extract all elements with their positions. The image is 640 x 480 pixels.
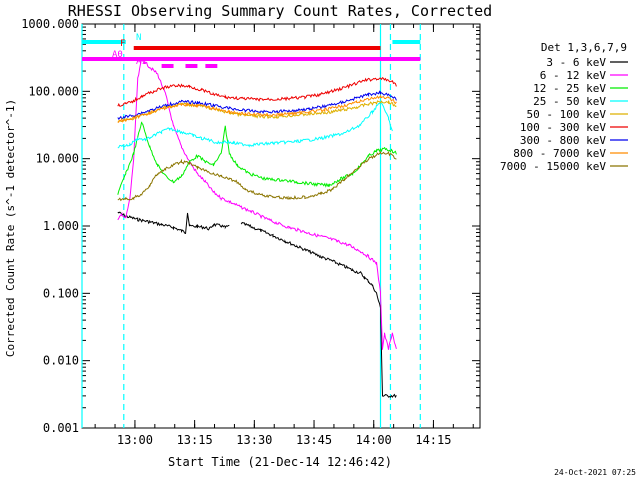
y-axis-label: Corrected Count Rate (s^-1 detector^-1) [4, 99, 17, 357]
state-bar-label: N [136, 33, 141, 43]
legend-label: 50 - 100 keV [527, 108, 607, 121]
state-bar-segment [161, 64, 174, 68]
series-line [117, 90, 397, 120]
series-line [117, 121, 397, 195]
state-bar-segment [205, 64, 218, 68]
x-tick-label: 13:45 [296, 433, 332, 447]
y-tick-label: 1.000 [43, 219, 79, 233]
y-tick-label: 0.010 [43, 354, 79, 368]
state-bar-segment [82, 40, 126, 44]
x-tick-label: 14:00 [356, 433, 392, 447]
legend-label: 800 - 7000 keV [513, 147, 606, 160]
legend-label: 300 - 800 keV [520, 134, 606, 147]
legend-label: 6 - 12 keV [540, 69, 607, 82]
state-bar-label: A1 [136, 57, 147, 67]
x-tick-label: 13:30 [236, 433, 272, 447]
x-axis-label: Start Time (21-Dec-14 12:46:42) [168, 455, 392, 469]
series-line [117, 100, 397, 123]
state-bar-segment [133, 46, 381, 50]
state-bar-segment [185, 64, 198, 68]
state-bar-label: A0 [112, 50, 123, 60]
legend-label: 12 - 25 keV [533, 82, 606, 95]
y-tick-label: 0.100 [43, 286, 79, 300]
legend-label: 25 - 50 keV [533, 95, 606, 108]
y-tick-label: 100.000 [28, 84, 79, 98]
series-line [117, 211, 397, 399]
y-tick-label: 10.000 [36, 152, 79, 166]
series-line [117, 58, 397, 350]
legend-label: 3 - 6 keV [546, 56, 606, 69]
plot-area: 1000.000 100.000 10.000 1.000 0.100 0.010 0.00… [21, 17, 481, 447]
x-tick-label: 13:15 [177, 433, 213, 447]
chart-title: RHESSI Observing Summary Count Rates, Co… [68, 2, 492, 20]
x-tick-label: 14:15 [415, 433, 451, 447]
series-line [117, 94, 397, 124]
legend-title: Det 1,3,6,7,9 [541, 41, 627, 54]
series-line [117, 99, 393, 149]
state-bar-segment [392, 40, 421, 44]
footer-timestamp: 24-Oct-2021 07:25 [554, 468, 636, 477]
legend-label: 7000 - 15000 keV [500, 160, 606, 173]
legend-label: 100 - 300 keV [520, 121, 606, 134]
y-tick-label: 1000.000 [21, 17, 79, 31]
x-tick-label: 13:00 [117, 433, 153, 447]
series-line [117, 76, 397, 107]
state-bar-label: F [120, 39, 125, 49]
state-bar-segment [82, 57, 421, 61]
y-tick-label: 0.001 [43, 421, 79, 435]
series-line [117, 150, 397, 202]
